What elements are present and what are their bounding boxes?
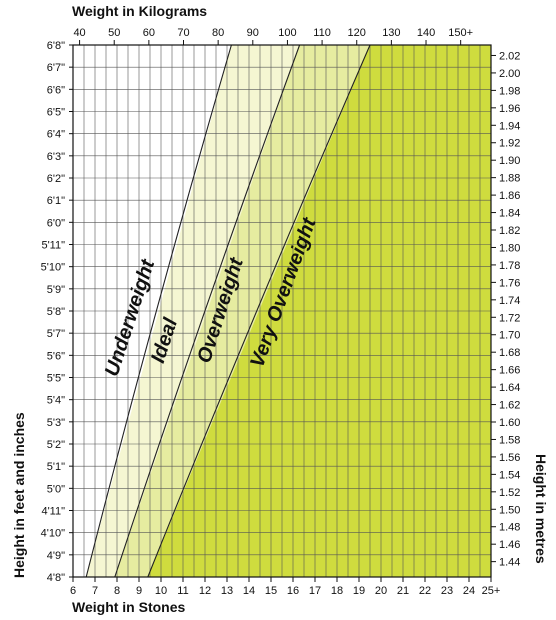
- height-m-tick-label: 1.86: [499, 190, 520, 202]
- stone-tick-label: 22: [419, 585, 431, 597]
- kg-tick-label: 130: [382, 27, 400, 39]
- stone-tick-label: 16: [287, 585, 299, 597]
- height-ft-tick-label: 6'8": [47, 40, 65, 52]
- height-ft-tick-label: 5'11": [41, 240, 65, 252]
- height-ft-tick-label: 6'7": [47, 62, 65, 74]
- stone-tick-label: 13: [221, 585, 233, 597]
- kg-tick-label: 60: [143, 27, 155, 39]
- height-m-tick-label: 2.02: [499, 50, 520, 62]
- height-m-tick-label: 1.68: [499, 347, 520, 359]
- height-ft-tick-label: 5'9": [47, 284, 65, 296]
- height-ft-tick-label: 5'1": [47, 461, 65, 473]
- height-m-tick-label: 1.94: [499, 120, 520, 132]
- boundary-ideal-overweight: [114, 44, 301, 578]
- height-ft-tick-label: 6'6": [47, 84, 65, 96]
- height-ft-tick-label: 5'4": [47, 395, 65, 407]
- height-m-tick-label: 1.52: [499, 487, 520, 499]
- height-ft-tick-label: 5'2": [47, 439, 65, 451]
- height-m-tick-label: 1.46: [499, 539, 520, 551]
- height-m-tick-label: 1.84: [499, 208, 520, 220]
- stone-tick-label: 19: [353, 585, 365, 597]
- height-m-tick-label: 1.74: [499, 295, 520, 307]
- height-m-tick-label: 1.64: [499, 382, 520, 394]
- boundary-underweight-ideal: [85, 44, 232, 578]
- height-m-tick-label: 1.60: [499, 417, 520, 429]
- kg-tick-label: 140: [417, 27, 435, 39]
- height-m-tick-label: 1.88: [499, 173, 520, 185]
- height-ft-tick-label: 5'8": [47, 306, 65, 318]
- height-m-tick-label: 1.48: [499, 522, 520, 534]
- height-m-tick-label: 1.66: [499, 365, 520, 377]
- boundary-overweight-very: [147, 44, 371, 578]
- height-ft-tick-label: 4'8": [47, 572, 65, 584]
- height-m-tick-label: 1.98: [499, 85, 520, 97]
- bottom-axis-title: Weight in Stones: [72, 599, 186, 615]
- ticks-layer: 6 7 8 9 10 11 12 13 14 15 16 17 18 19 20 21 22 23 24 25+ 40 5…: [41, 27, 521, 597]
- height-ft-tick-label: 6'3": [47, 151, 65, 163]
- height-m-tick-label: 1.82: [499, 225, 520, 237]
- stone-tick-label: 18: [331, 585, 343, 597]
- left-axis-title: Height in feet and inches: [11, 412, 27, 578]
- height-m-tick-label: 1.56: [499, 452, 520, 464]
- stone-tick-label: 10: [155, 585, 167, 597]
- height-m-tick-label: 1.96: [499, 103, 520, 115]
- stone-tick-label: 6: [70, 585, 76, 597]
- stone-tick-label: 9: [136, 585, 142, 597]
- height-ft-tick-label: 5'10": [41, 262, 65, 274]
- height-m-tick-label: 1.76: [499, 277, 520, 289]
- height-ft-tick-label: 6'4": [47, 129, 65, 141]
- stone-tick-label: 11: [177, 585, 188, 597]
- height-ft-tick-label: 5'3": [47, 417, 65, 429]
- stone-tick-label: 15: [265, 585, 277, 597]
- height-ft-tick-label: 4'11": [41, 506, 65, 518]
- height-m-tick-label: 1.72: [499, 312, 520, 324]
- kg-tick-label: 70: [177, 27, 189, 39]
- height-m-tick-label: 1.44: [499, 557, 520, 569]
- stone-tick-label: 8: [114, 585, 120, 597]
- height-m-tick-label: 1.58: [499, 434, 520, 446]
- top-axis-title: Weight in Kilograms: [72, 3, 207, 19]
- right-axis-title: Height in metres: [533, 454, 549, 564]
- kg-tick-label: 40: [73, 27, 85, 39]
- height-m-tick-label: 1.92: [499, 138, 520, 150]
- stone-tick-label: 24: [463, 585, 475, 597]
- height-ft-tick-label: 6'5": [47, 107, 65, 119]
- kg-tick-label: 120: [348, 27, 366, 39]
- height-m-tick-label: 2.00: [499, 68, 520, 80]
- stone-tick-label: 25+: [482, 585, 501, 597]
- height-ft-tick-label: 4'9": [47, 550, 65, 562]
- stone-tick-label: 7: [92, 585, 98, 597]
- kg-tick-label: 80: [212, 27, 224, 39]
- kg-tick-label: 90: [247, 27, 259, 39]
- height-m-tick-label: 1.70: [499, 330, 520, 342]
- stone-tick-label: 14: [243, 585, 255, 597]
- height-ft-tick-label: 5'0": [47, 483, 65, 495]
- height-ft-tick-label: 5'5": [47, 373, 65, 385]
- height-ft-tick-label: 5'7": [47, 328, 65, 340]
- height-m-tick-label: 1.90: [499, 155, 520, 167]
- stone-tick-label: 20: [375, 585, 387, 597]
- height-ft-tick-label: 5'6": [47, 350, 65, 362]
- height-m-tick-label: 1.62: [499, 400, 520, 412]
- kg-tick-label: 100: [278, 27, 296, 39]
- height-ft-tick-label: 4'10": [41, 528, 65, 540]
- height-ft-tick-label: 6'2": [47, 173, 65, 185]
- stone-tick-label: 21: [397, 585, 409, 597]
- stone-tick-label: 12: [199, 585, 211, 597]
- height-m-tick-label: 1.54: [499, 469, 520, 481]
- height-m-tick-label: 1.80: [499, 242, 520, 254]
- stone-tick-label: 23: [441, 585, 453, 597]
- boundary-layer: [85, 44, 371, 578]
- kg-tick-label: 50: [108, 27, 120, 39]
- height-m-tick-label: 1.50: [499, 504, 520, 516]
- stone-tick-label: 17: [309, 585, 321, 597]
- kg-tick-label: 110: [313, 27, 331, 39]
- height-ft-tick-label: 6'1": [47, 195, 65, 207]
- height-m-tick-label: 1.78: [499, 260, 520, 272]
- height-ft-tick-label: 6'0": [47, 217, 65, 229]
- kg-tick-label: 150+: [448, 27, 473, 39]
